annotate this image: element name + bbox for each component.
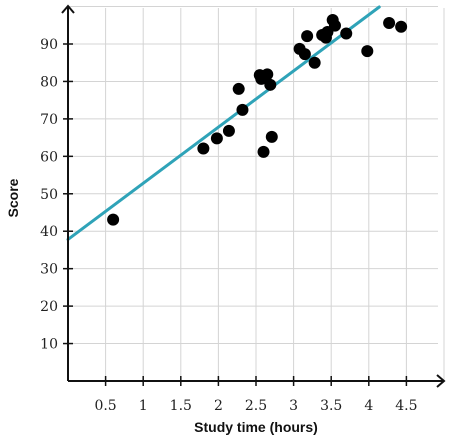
- data-point: [395, 20, 408, 33]
- data-points: [107, 14, 408, 226]
- y-tick-label: 70: [40, 112, 58, 128]
- data-point: [361, 45, 374, 58]
- y-tick-label: 20: [40, 299, 58, 315]
- y-tick-labels: 10 20 30 40 50 60 70 80 90: [40, 37, 73, 353]
- x-tick-label: 1: [139, 398, 148, 414]
- y-tick-label: 10: [40, 337, 58, 353]
- data-point: [210, 132, 223, 145]
- data-point: [301, 30, 314, 43]
- x-tick-label: 3: [289, 398, 298, 414]
- x-tick-label: 4: [364, 398, 373, 414]
- x-tick-label: 1.5: [170, 398, 192, 414]
- data-point: [222, 124, 235, 137]
- data-point: [264, 78, 277, 91]
- y-tick-label: 60: [40, 149, 58, 165]
- y-tick-label: 80: [40, 74, 58, 90]
- data-point: [383, 17, 396, 30]
- data-point: [261, 68, 274, 81]
- data-point: [328, 19, 341, 32]
- axes: [61, 4, 446, 388]
- x-tick-labels: 0.5 1 1.5 2 2.5 3 3.5 4 4.5: [94, 376, 418, 414]
- y-tick-label: 40: [40, 224, 58, 240]
- y-tick-label: 30: [40, 262, 58, 278]
- data-point: [232, 82, 245, 95]
- data-point: [236, 103, 249, 116]
- x-tick-label: 2.5: [245, 398, 267, 414]
- data-point: [257, 145, 270, 158]
- x-tick-label: 4.5: [395, 398, 417, 414]
- data-point: [265, 130, 278, 143]
- trend-line: [66, 5, 381, 241]
- data-point: [197, 142, 210, 155]
- x-tick-label: 3.5: [320, 398, 342, 414]
- y-tick-label: 50: [40, 187, 58, 203]
- data-point: [298, 48, 311, 61]
- x-axis-arrow-icon: [436, 374, 446, 388]
- y-tick-label: 90: [40, 37, 58, 53]
- data-point: [308, 56, 321, 69]
- y-axis-title: Score: [5, 178, 21, 217]
- data-point: [319, 31, 332, 44]
- y-axis-arrow-icon: [61, 4, 75, 14]
- x-axis-title: Study time (hours): [194, 419, 318, 435]
- data-point: [340, 27, 353, 40]
- x-tick-label: 0.5: [94, 398, 116, 414]
- grid: [68, 6, 445, 381]
- data-point: [107, 213, 120, 226]
- x-tick-label: 2: [214, 398, 223, 414]
